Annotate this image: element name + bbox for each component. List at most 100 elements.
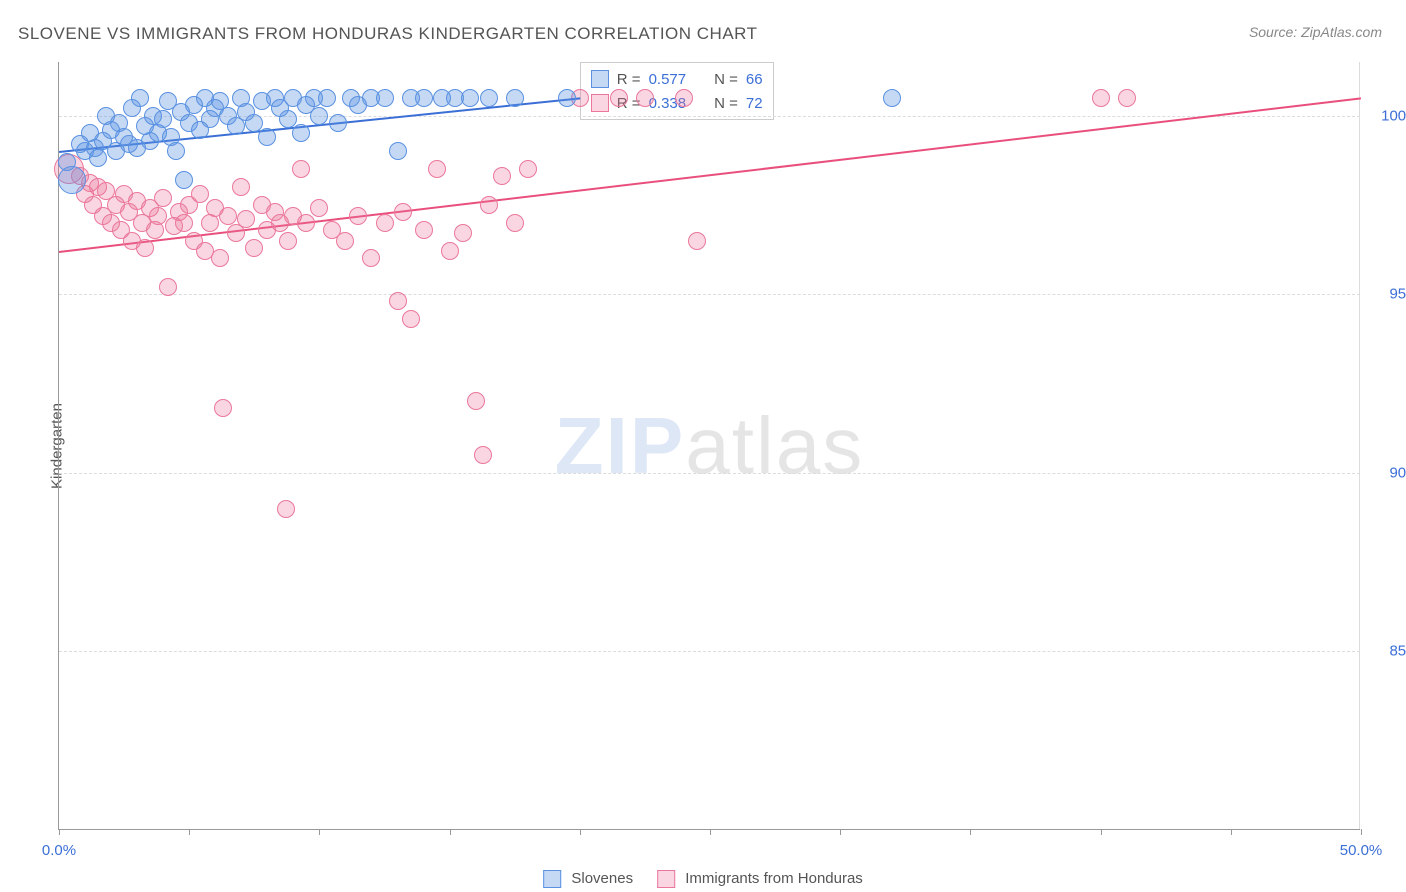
y-tick-label: 90.0%: [1389, 464, 1406, 481]
scatter-point-honduras: [191, 185, 209, 203]
legend-label-honduras: Immigrants from Honduras: [685, 870, 863, 887]
x-tick-label: 50.0%: [1340, 842, 1383, 859]
source-label: Source: ZipAtlas.com: [1249, 24, 1382, 40]
legend-swatch-bottom-slovenes: [543, 870, 561, 888]
watermark: ZIPatlas: [555, 400, 864, 492]
x-tick: [1361, 829, 1362, 835]
legend-r-value-slovenes: 0.577: [649, 71, 687, 88]
scatter-point-slovenes: [58, 166, 86, 194]
y-tick-label: 85.0%: [1389, 643, 1406, 660]
scatter-point-slovenes: [131, 89, 149, 107]
x-tick: [59, 829, 60, 835]
legend-n-label-slovenes: N =: [714, 71, 738, 88]
x-tick: [970, 829, 971, 835]
legend-bottom: Slovenes Immigrants from Honduras: [543, 870, 863, 888]
scatter-point-honduras: [154, 189, 172, 207]
scatter-point-slovenes: [279, 110, 297, 128]
scatter-point-slovenes: [292, 124, 310, 142]
gridline: [59, 651, 1360, 652]
scatter-point-honduras: [1092, 89, 1110, 107]
scatter-point-honduras: [336, 232, 354, 250]
scatter-point-slovenes: [389, 142, 407, 160]
scatter-point-slovenes: [506, 89, 524, 107]
scatter-point-honduras: [1118, 89, 1136, 107]
scatter-point-slovenes: [376, 89, 394, 107]
scatter-point-honduras: [214, 399, 232, 417]
scatter-point-honduras: [237, 210, 255, 228]
scatter-point-honduras: [480, 196, 498, 214]
legend-n-value-slovenes: 66: [746, 71, 763, 88]
scatter-point-slovenes: [461, 89, 479, 107]
x-tick: [580, 829, 581, 835]
scatter-point-slovenes: [558, 89, 576, 107]
scatter-point-honduras: [310, 199, 328, 217]
legend-swatch-honduras: [591, 94, 609, 112]
legend-item-honduras: Immigrants from Honduras: [657, 870, 863, 888]
scatter-point-slovenes: [310, 107, 328, 125]
gridline: [59, 473, 1360, 474]
scatter-point-honduras: [297, 214, 315, 232]
scatter-point-honduras: [389, 292, 407, 310]
watermark-atlas: atlas: [685, 401, 864, 490]
plot-right-border: [1359, 62, 1360, 829]
scatter-point-honduras: [493, 167, 511, 185]
x-tick: [319, 829, 320, 835]
plot-area: ZIPatlas R = 0.577 N = 66 R = 0.338 N = …: [58, 62, 1360, 830]
scatter-point-slovenes: [258, 128, 276, 146]
scatter-point-honduras: [376, 214, 394, 232]
scatter-point-honduras: [211, 249, 229, 267]
scatter-point-honduras: [159, 278, 177, 296]
scatter-point-honduras: [467, 392, 485, 410]
x-tick: [450, 829, 451, 835]
legend-r-label-slovenes: R =: [617, 71, 641, 88]
y-tick-label: 95.0%: [1389, 286, 1406, 303]
legend-swatch-slovenes: [591, 70, 609, 88]
scatter-point-honduras: [232, 178, 250, 196]
scatter-point-slovenes: [154, 110, 172, 128]
watermark-zip: ZIP: [555, 401, 685, 490]
scatter-point-honduras: [636, 89, 654, 107]
x-tick: [840, 829, 841, 835]
scatter-point-honduras: [610, 89, 628, 107]
legend-n-value-honduras: 72: [746, 95, 763, 112]
scatter-point-slovenes: [167, 142, 185, 160]
scatter-point-slovenes: [318, 89, 336, 107]
x-tick: [1231, 829, 1232, 835]
x-tick: [710, 829, 711, 835]
legend-item-slovenes: Slovenes: [543, 870, 633, 888]
legend-swatch-bottom-honduras: [657, 870, 675, 888]
scatter-point-honduras: [454, 224, 472, 242]
scatter-point-slovenes: [175, 171, 193, 189]
chart-title: SLOVENE VS IMMIGRANTS FROM HONDURAS KIND…: [18, 24, 758, 44]
scatter-point-honduras: [362, 249, 380, 267]
gridline: [59, 294, 1360, 295]
scatter-point-honduras: [402, 310, 420, 328]
scatter-point-honduras: [349, 207, 367, 225]
y-tick-label: 100.0%: [1381, 107, 1406, 124]
scatter-point-slovenes: [883, 89, 901, 107]
scatter-point-honduras: [428, 160, 446, 178]
scatter-point-slovenes: [329, 114, 347, 132]
scatter-point-honduras: [219, 207, 237, 225]
scatter-point-honduras: [441, 242, 459, 260]
scatter-point-honduras: [688, 232, 706, 250]
scatter-point-honduras: [277, 500, 295, 518]
scatter-point-honduras: [245, 239, 263, 257]
x-tick: [1101, 829, 1102, 835]
scatter-point-slovenes: [89, 149, 107, 167]
x-tick-label: 0.0%: [42, 842, 76, 859]
scatter-point-slovenes: [415, 89, 433, 107]
legend-n-label-honduras: N =: [714, 95, 738, 112]
scatter-point-slovenes: [245, 114, 263, 132]
scatter-point-honduras: [175, 214, 193, 232]
legend-label-slovenes: Slovenes: [571, 870, 633, 887]
scatter-point-honduras: [675, 89, 693, 107]
scatter-point-honduras: [292, 160, 310, 178]
scatter-point-honduras: [415, 221, 433, 239]
scatter-point-slovenes: [480, 89, 498, 107]
scatter-point-honduras: [519, 160, 537, 178]
scatter-point-honduras: [394, 203, 412, 221]
scatter-point-honduras: [136, 239, 154, 257]
scatter-point-honduras: [149, 207, 167, 225]
x-tick: [189, 829, 190, 835]
